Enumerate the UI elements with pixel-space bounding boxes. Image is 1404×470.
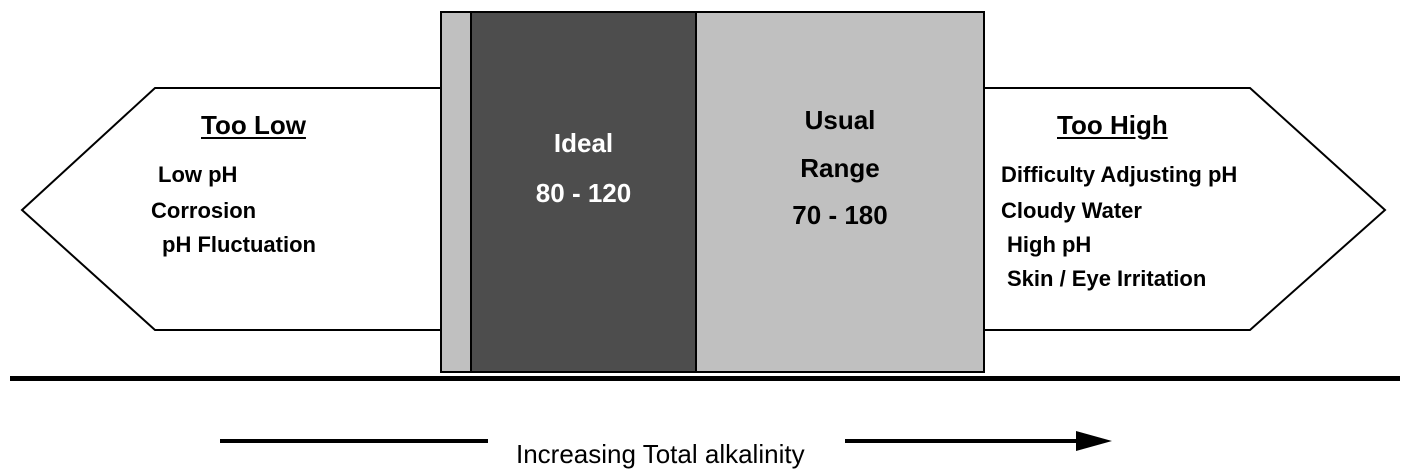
too-high-effect-cloudy-water: Cloudy Water: [1001, 198, 1142, 223]
axis-caption: Increasing Total alkalinity: [516, 439, 805, 469]
too-high-effect-difficulty-adjusting-ph: Difficulty Adjusting pH: [1001, 162, 1238, 187]
usual-range: 70 - 180: [792, 200, 888, 230]
ideal-label: Ideal: [553, 128, 614, 158]
baseline: [10, 376, 1400, 381]
axis-arrowhead: [1076, 431, 1112, 451]
too-high-heading: Too High: [1057, 110, 1168, 140]
usual-label-line2: Range: [800, 153, 880, 183]
too-high-effect-skin-eye-irritation: Skin / Eye Irritation: [1007, 266, 1207, 291]
too-low-effect-corrosion: Corrosion: [151, 198, 257, 223]
ideal-range: 80 - 120: [535, 178, 632, 208]
ideal-band: [470, 11, 697, 373]
usual-label-line1: Usual: [804, 105, 876, 135]
too-low-effect-low-ph: Low pH: [158, 162, 238, 187]
too-high-effect-high-ph: High pH: [1007, 232, 1092, 257]
too-low-heading: Too Low: [201, 110, 306, 140]
axis-arrow-left-line: [220, 439, 488, 443]
too-low-effect-ph-fluctuation: pH Fluctuation: [162, 232, 316, 257]
axis-arrow-right-line: [845, 439, 1090, 443]
